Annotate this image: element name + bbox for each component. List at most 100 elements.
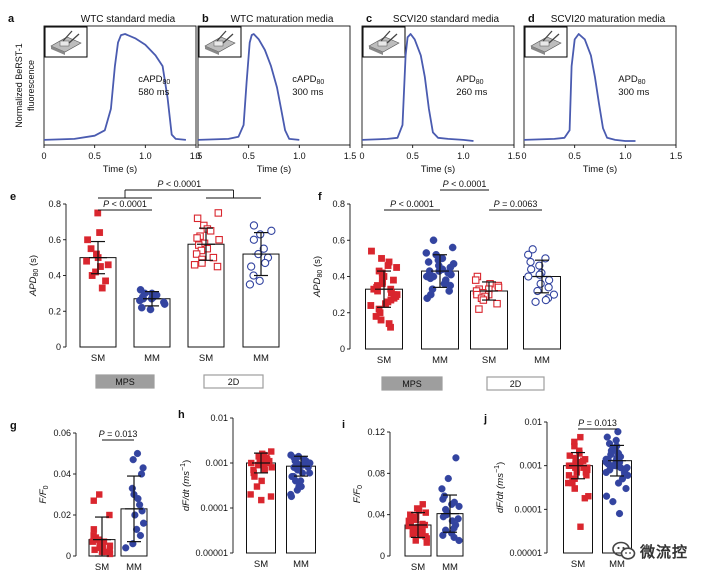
- group-label-f-1: 2D: [510, 379, 522, 389]
- point-e-0-11: [102, 277, 109, 285]
- point-g-1-0: [133, 449, 142, 458]
- point-f-1-1: [448, 243, 457, 252]
- point-h-1-15: [298, 469, 307, 477]
- point-j-0-31: [581, 494, 589, 502]
- point-f-3-13: [549, 290, 559, 299]
- x-tick-label-b-0: 0: [195, 151, 200, 161]
- point-f-3-3: [526, 257, 535, 267]
- x-tick-label-d-1: 0.5: [568, 151, 581, 161]
- point-g-1-2: [139, 464, 147, 472]
- device-thumbnail-frame: [44, 26, 88, 58]
- panel-label-a: a: [8, 13, 15, 25]
- x-tick-label-b-1: 0.5: [242, 151, 255, 161]
- trace-line-d: [523, 33, 636, 142]
- point-i-1-0: [452, 454, 460, 462]
- point-e-2-16: [190, 261, 199, 269]
- x-tick-label-a-3: 1.5: [190, 151, 203, 161]
- point-g-1-9: [131, 511, 139, 519]
- point-i-1-11: [439, 513, 447, 521]
- chip-tube-2: [548, 33, 560, 44]
- y-tick-label-i-0: 0: [380, 551, 385, 561]
- point-i-1-2: [438, 485, 446, 493]
- y-axis-label-f: APD80 (s): [312, 256, 324, 298]
- wechat-icon: [612, 541, 636, 560]
- point-g-0-15: [91, 546, 98, 554]
- point-h-0-21: [247, 491, 254, 498]
- point-h-1-24: [287, 492, 296, 501]
- x-tick-label-g-1: MM: [126, 562, 142, 573]
- point-j-0-2: [571, 442, 578, 450]
- panel-label-g: g: [10, 420, 17, 432]
- point-h-0-19: [258, 477, 265, 485]
- point-e-0-12: [98, 284, 106, 292]
- point-j-0-23: [583, 472, 590, 479]
- device-thumbnail-icon: [362, 26, 406, 58]
- apd-value-b: 300 ms: [292, 87, 323, 98]
- point-j-0-32: [577, 523, 584, 530]
- point-e-0-8: [97, 263, 104, 270]
- chip-tube-1: [542, 30, 553, 42]
- point-e-0-2: [84, 236, 92, 244]
- apd-annotation-b: cAPD80: [292, 74, 324, 86]
- y-tick-label-g-1: 0.02: [53, 510, 71, 520]
- panel-title-a: WTC standard media: [81, 14, 176, 25]
- panel-label-f: f: [318, 191, 322, 203]
- point-j-0-4: [576, 450, 583, 457]
- point-h-1-22: [293, 486, 301, 494]
- point-i-0-0: [419, 501, 426, 508]
- point-j-0-27: [565, 479, 572, 487]
- x-tick-label-d-2: 1.0: [619, 151, 632, 161]
- point-i-0-2: [415, 507, 423, 514]
- point-h-1-19: [291, 477, 300, 485]
- x-tick-label-a-0: 0: [41, 151, 46, 161]
- point-f-0-31: [387, 323, 394, 331]
- y-tick-label-h-2: 0.001: [205, 458, 228, 468]
- point-j-1-0: [614, 428, 622, 436]
- point-g-1-6: [134, 495, 142, 503]
- point-f-3-12: [533, 286, 542, 296]
- point-e-2-1: [193, 214, 202, 223]
- point-e-3-0: [249, 221, 259, 230]
- trace-line-c: [361, 33, 474, 142]
- point-h-0-22: [267, 493, 275, 500]
- y-axis-label-j: dF/dt (ms−1): [494, 462, 506, 513]
- group-box-e-0: [95, 374, 155, 389]
- panel-label-d: d: [528, 13, 535, 25]
- y-tick-label-i-2: 0.08: [367, 468, 385, 478]
- point-e-1-10: [160, 300, 169, 308]
- x-tick-label-b-2: 1.0: [293, 151, 306, 161]
- chip-tube-2: [386, 33, 398, 44]
- point-e-2-13: [209, 253, 218, 262]
- y-tick-label-e-2: 0.4: [48, 271, 61, 281]
- device-thumbnail-icon: [198, 26, 242, 58]
- x-tick-label-g-0: SM: [95, 562, 109, 573]
- y-tick-label-j-1: 0.0001: [514, 504, 542, 514]
- panel-label-h: h: [178, 409, 185, 421]
- sig-label-e-1: P < 0.0001: [157, 179, 201, 189]
- x-tick-label-h-1: MM: [293, 559, 309, 570]
- group-label-f-0: MPS: [402, 379, 422, 389]
- y-tick-label-f-2: 0.4: [332, 272, 345, 282]
- x-tick-label-h-0: SM: [254, 559, 268, 570]
- point-e-3-7: [260, 258, 270, 268]
- x-axis-label-a: Time (s): [103, 164, 137, 175]
- point-f-3-2: [541, 254, 550, 263]
- group-box-f-0: [381, 376, 443, 391]
- x-tick-label-d-3: 1.5: [670, 151, 683, 161]
- x-tick-label-f-1: MM: [432, 355, 448, 366]
- point-f-1-17: [426, 274, 435, 283]
- chip-plate-side: [51, 46, 65, 55]
- x-tick-label-c-3: 1.5: [508, 151, 521, 161]
- group-box-e-1: [203, 374, 264, 389]
- chip-tube-1: [380, 30, 391, 42]
- y-tick-label-h-1: 0.0001: [200, 503, 228, 513]
- point-f-3-15: [541, 295, 551, 305]
- y-tick-label-f-3: 0.6: [332, 235, 345, 245]
- point-e-2-0: [214, 209, 223, 217]
- panel-label-c: c: [366, 13, 372, 25]
- x-tick-label-f-0: SM: [377, 355, 391, 366]
- point-j-1-34: [602, 492, 611, 500]
- point-e-2-17: [213, 262, 222, 271]
- y-tick-label-f-4: 0.8: [332, 199, 345, 209]
